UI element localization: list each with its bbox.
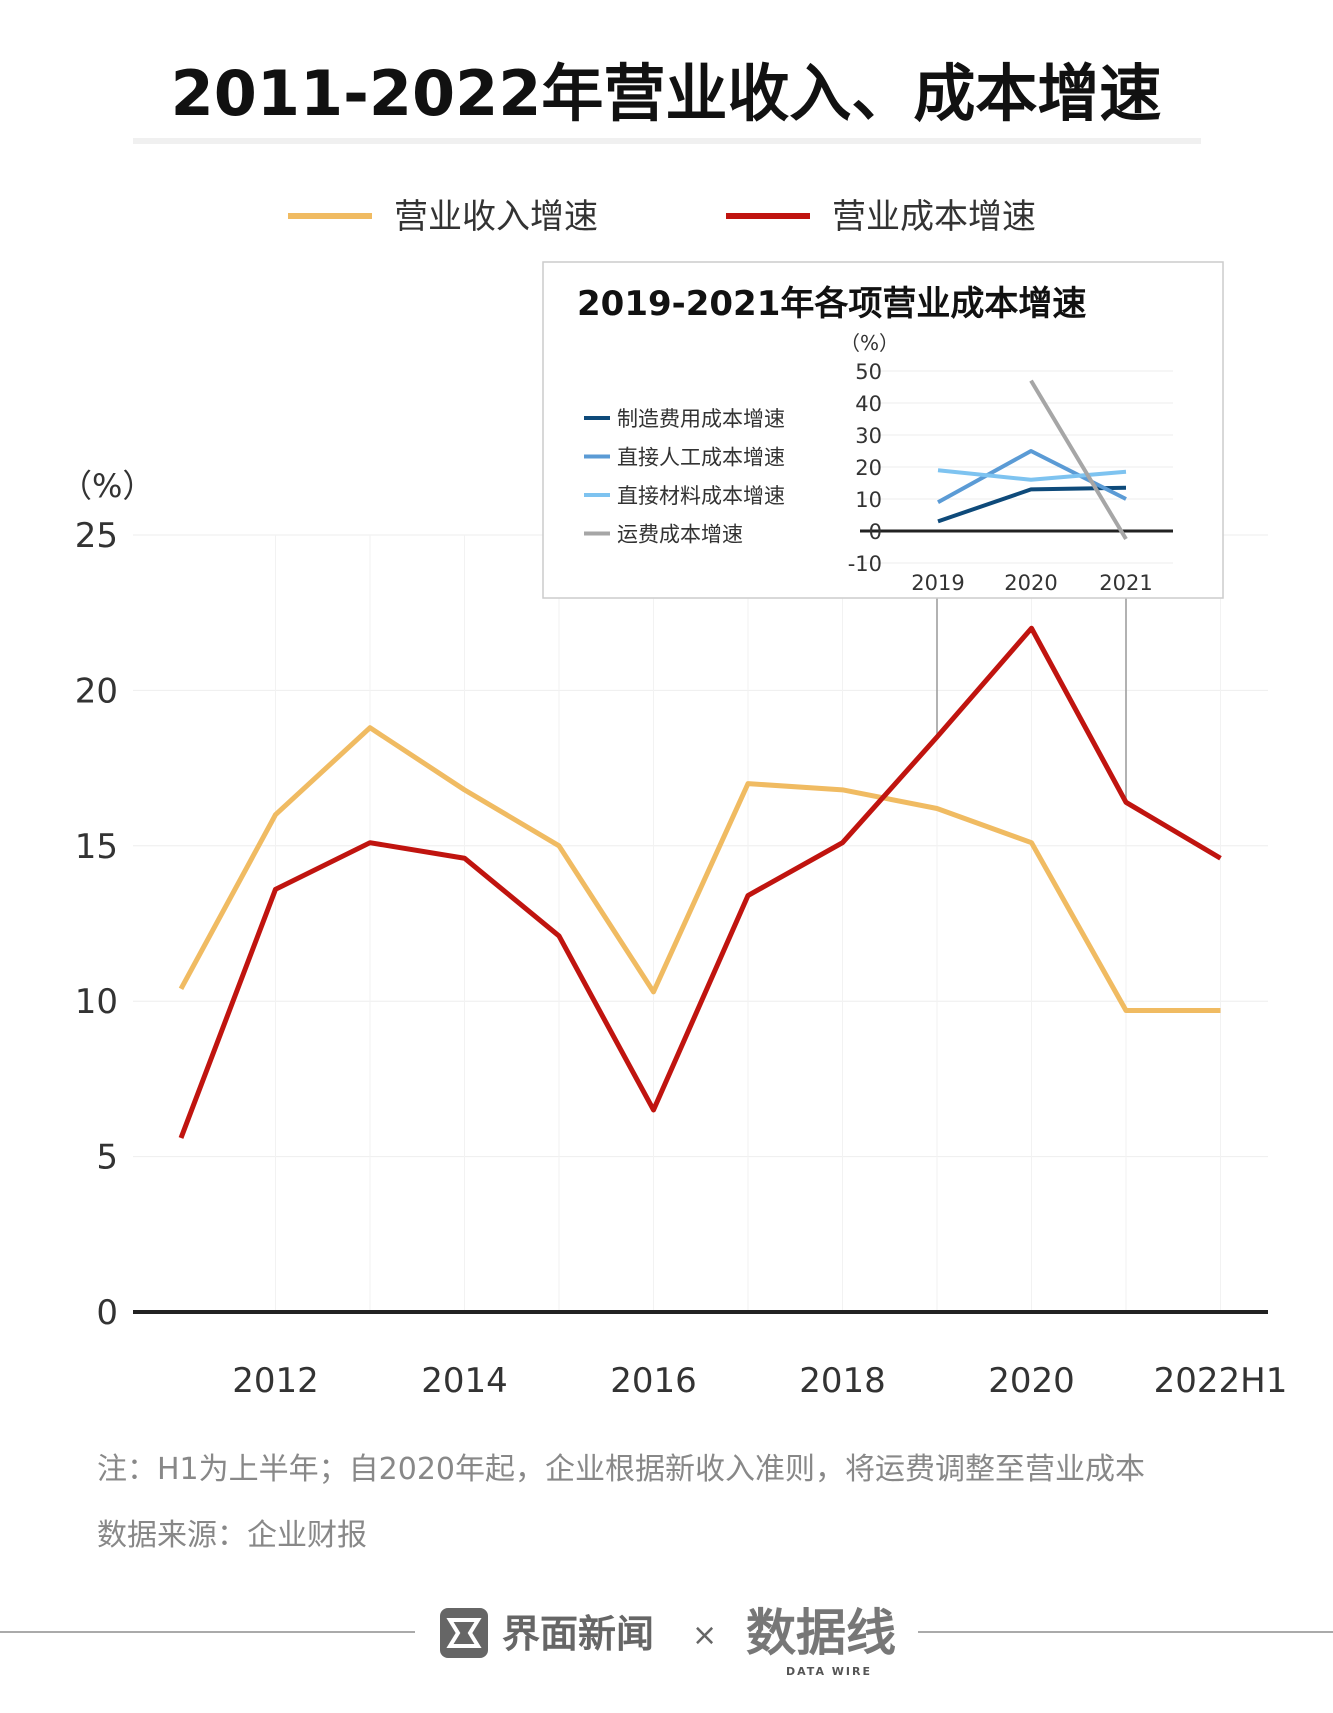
inset-y-tick-label: 10 bbox=[855, 488, 882, 512]
y-axis-unit: （%） bbox=[60, 467, 154, 505]
x-tick-label: 2022H1 bbox=[1154, 1361, 1288, 1401]
inset-y-tick-label: 20 bbox=[855, 456, 882, 480]
inset-series-line bbox=[937, 468, 1127, 482]
chart-title: 2011-2022年营业收入、成本增速 bbox=[171, 57, 1162, 130]
inset-legend-label: 运费成本增速 bbox=[617, 523, 743, 547]
inset-title: 2019-2021年各项营业成本增速 bbox=[577, 284, 1086, 324]
x-tick-label: 2018 bbox=[799, 1361, 886, 1401]
inset-y-tick-label: -10 bbox=[848, 552, 882, 576]
brand-datawire-sub: DATA WIRE bbox=[786, 1665, 872, 1678]
title-underline bbox=[133, 138, 1201, 144]
legend-label-cost: 营业成本增速 bbox=[832, 197, 1036, 237]
x-tick-label: 2020 bbox=[988, 1361, 1075, 1401]
y-tick-label: 20 bbox=[75, 671, 118, 711]
inset-y-unit: （%） bbox=[840, 331, 899, 355]
x-tick-label: 2014 bbox=[421, 1361, 508, 1401]
y-tick-label: 10 bbox=[75, 982, 118, 1022]
inset-legend-label: 直接材料成本增速 bbox=[617, 484, 785, 508]
inset-y-tick-label: 40 bbox=[855, 392, 882, 416]
x-tick-label: 2012 bbox=[232, 1361, 319, 1401]
inset-y-tick-label: 50 bbox=[855, 360, 882, 384]
brand-separator: × bbox=[692, 1618, 717, 1653]
series-line-revenue bbox=[178, 725, 1221, 1014]
y-tick-label: 0 bbox=[96, 1293, 118, 1333]
series-line-cost bbox=[178, 625, 1222, 1139]
inset-legend-label: 直接人工成本增速 bbox=[617, 446, 785, 470]
inset-legend-label: 制造费用成本增速 bbox=[617, 407, 785, 431]
jiemian-logo-icon bbox=[440, 1608, 488, 1658]
y-tick-label: 25 bbox=[75, 516, 118, 556]
legend: 营业收入增速 营业成本增速 bbox=[288, 197, 1036, 237]
data-source: 数据来源：企业财报 bbox=[97, 1518, 367, 1553]
inset-x-tick-label: 2020 bbox=[1004, 571, 1057, 595]
inset-panel bbox=[542, 261, 1224, 599]
x-tick-label: 2016 bbox=[610, 1361, 697, 1401]
brand-datawire-logo: 数据线 bbox=[746, 1604, 896, 1662]
y-tick-label: 15 bbox=[75, 827, 118, 867]
inset-x-tick-label: 2019 bbox=[911, 571, 964, 595]
inset-y-tick-label: 0 bbox=[869, 520, 882, 544]
inset-x-tick-label: 2021 bbox=[1099, 571, 1152, 595]
jiemian-logo-mark bbox=[446, 1618, 482, 1648]
inset-y-tick-label: 30 bbox=[855, 424, 882, 448]
footnote: 注：H1为上半年；自2020年起，企业根据新收入准则，将运费调整至营业成本 bbox=[97, 1452, 1145, 1487]
brand-jiemian: 界面新闻 bbox=[502, 1612, 654, 1656]
inset-series-line bbox=[1029, 379, 1128, 541]
legend-label-revenue: 营业收入增速 bbox=[394, 197, 598, 237]
y-tick-label: 5 bbox=[96, 1138, 118, 1178]
